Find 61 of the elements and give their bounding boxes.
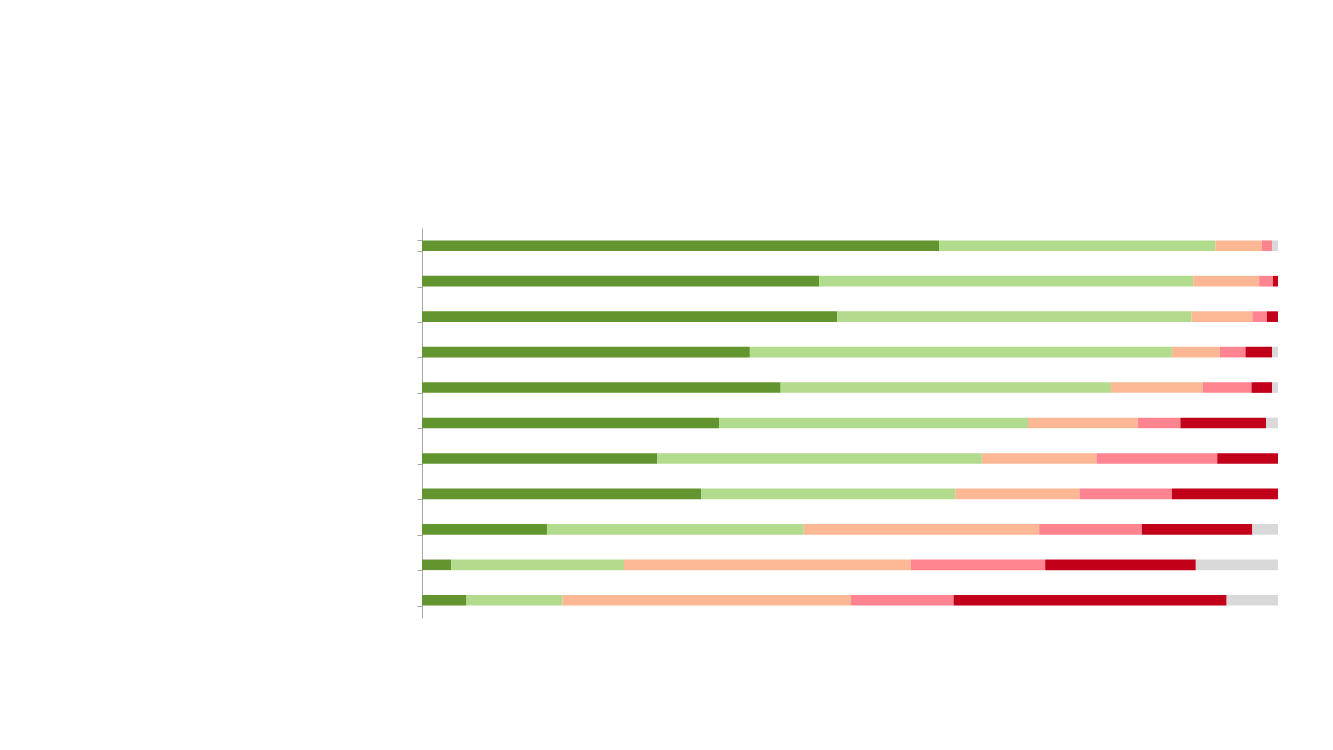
- bar: [1171, 488, 1278, 500]
- bar: [422, 346, 750, 358]
- bar: [1195, 559, 1278, 571]
- bar: [422, 594, 467, 606]
- bar: [1137, 417, 1181, 429]
- bar: [1266, 311, 1278, 322]
- bar: [1141, 524, 1253, 535]
- bar: [955, 488, 1080, 500]
- bar: [466, 594, 563, 606]
- bar: [562, 594, 851, 606]
- bar: [451, 559, 625, 571]
- bar: [422, 417, 720, 429]
- bar: [1272, 382, 1278, 393]
- bar: [1252, 311, 1267, 322]
- bar: [422, 275, 820, 287]
- bar: [850, 594, 954, 606]
- bar: [1261, 240, 1273, 252]
- bar: [1096, 453, 1218, 464]
- bar: [1215, 240, 1262, 252]
- bar: [837, 311, 1192, 322]
- bar: [422, 559, 452, 571]
- bar: [1251, 382, 1273, 393]
- bar: [422, 311, 838, 322]
- bar: [1171, 346, 1220, 358]
- bar: [981, 453, 1097, 464]
- bar: [1272, 346, 1278, 358]
- bar: [1191, 311, 1253, 322]
- bar: [422, 382, 781, 393]
- bar: [657, 453, 982, 464]
- bar: [1272, 275, 1278, 287]
- bar: [953, 594, 1227, 606]
- bar: [1245, 346, 1273, 358]
- bar: [1045, 559, 1196, 571]
- bar: [701, 488, 956, 500]
- bar: [422, 453, 658, 464]
- bar: [1266, 417, 1278, 429]
- bar: [780, 382, 1112, 393]
- bar: [1272, 240, 1278, 252]
- bar: [1202, 382, 1252, 393]
- bar: [803, 524, 1040, 535]
- bar: [939, 240, 1216, 252]
- bar: [422, 488, 702, 500]
- bar: [422, 524, 547, 535]
- bar: [1111, 382, 1203, 393]
- bar: [1252, 524, 1278, 535]
- bar: [546, 524, 804, 535]
- bar: [1259, 275, 1273, 287]
- bar: [422, 240, 940, 252]
- bar: [1219, 346, 1246, 358]
- bar: [819, 275, 1194, 287]
- bar: [1217, 453, 1278, 464]
- bar: [1028, 417, 1138, 429]
- bar: [1226, 594, 1278, 606]
- bar: [624, 559, 911, 571]
- bar: [1039, 524, 1142, 535]
- bar: [719, 417, 1029, 429]
- bar: [1180, 417, 1267, 429]
- bar: [749, 346, 1172, 358]
- bar: [1079, 488, 1172, 500]
- bar: [1193, 275, 1260, 287]
- bar: [910, 559, 1046, 571]
